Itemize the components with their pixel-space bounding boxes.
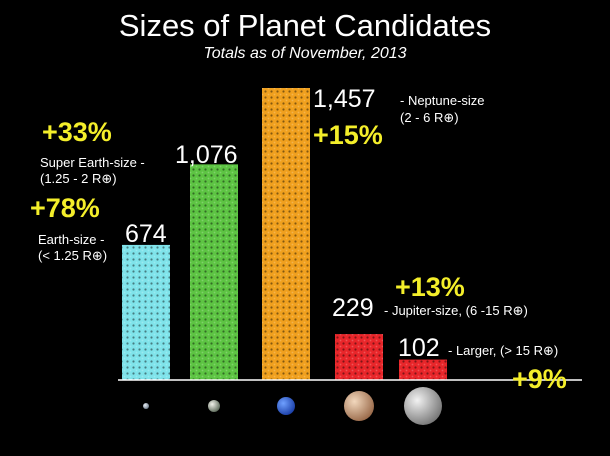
pct-super-earth: +33%: [42, 117, 112, 147]
pct-larger: +9%: [512, 364, 567, 394]
bar-texture-larger: [399, 359, 447, 380]
planet-icons: [143, 387, 442, 425]
label-earth-size: Earth-size -: [38, 232, 105, 247]
pct-jupiter: +13%: [395, 272, 465, 302]
jupiter-icon: [344, 391, 374, 421]
neptune-icon: [277, 397, 295, 415]
chart-subtitle: Totals as of November, 2013: [203, 45, 407, 62]
earth-icon: [143, 403, 149, 409]
value-label-neptune: 1,457: [313, 85, 376, 113]
pct-earth-size: +78%: [30, 193, 100, 223]
value-label-super-earth: 1,076: [175, 141, 238, 169]
chart-title: Sizes of Planet Candidates: [118, 8, 492, 43]
bars-group: [122, 88, 447, 380]
value-label-jupiter: 229: [332, 294, 374, 322]
larger-planet-icon: [404, 387, 442, 425]
super-earth-icon: [208, 400, 220, 412]
label-jupiter: - Jupiter-size, (6 -15 R⊕): [384, 303, 528, 318]
value-label-larger: 102: [398, 334, 440, 362]
value-label-earth-size: 674: [125, 220, 167, 248]
pct-neptune: +15%: [313, 120, 383, 150]
range-earth-size: (< 1.25 R⊕): [38, 248, 108, 263]
bar-texture-jupiter: [335, 334, 383, 380]
label-larger: - Larger, (> 15 R⊕): [448, 343, 559, 358]
bar-texture-super-earth: [190, 164, 238, 380]
label-super-earth: Super Earth-size -: [40, 155, 145, 170]
range-super-earth: (1.25 - 2 R⊕): [40, 171, 117, 186]
bar-texture-neptune: [262, 88, 310, 380]
label-neptune: - Neptune-size: [400, 93, 485, 108]
bar-texture-earth-size: [122, 244, 170, 380]
range-neptune: (2 - 6 R⊕): [400, 110, 459, 125]
